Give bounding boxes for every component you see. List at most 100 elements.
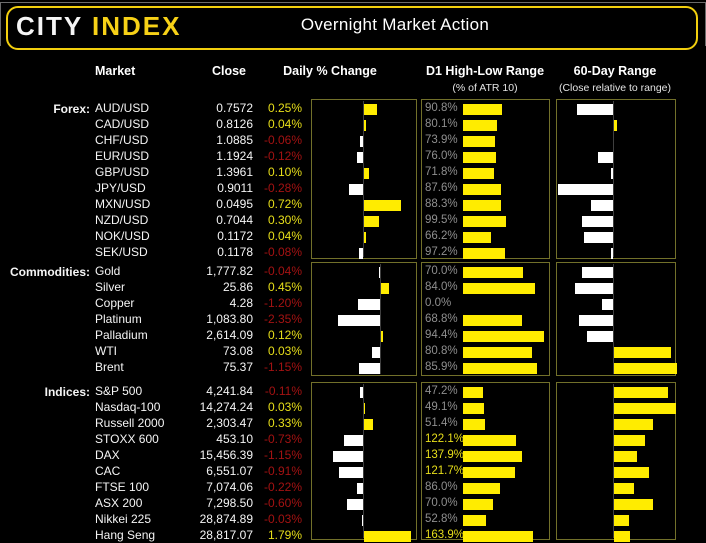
d1-range-bar <box>463 387 484 398</box>
daily-change-bar <box>364 419 373 430</box>
market-cell: Nasdaq-100 <box>95 400 161 414</box>
market-cell: S&P 500 <box>95 384 143 398</box>
d1-range-panel: 47.2% 49.1% 51.4% 122.1% 137.9% 121.7% 86.0% 70… <box>421 382 550 542</box>
table-row: Indices: S&P 500 4,241.84 -0.11% <box>0 384 311 400</box>
range60-bar <box>582 216 613 227</box>
range60-bar <box>578 315 613 326</box>
change-cell: -0.11% <box>264 384 302 398</box>
close-cell: 0.0495 <box>216 197 253 211</box>
market-cell: Platinum <box>95 312 142 326</box>
change-cell: 0.33% <box>267 416 302 430</box>
market-cell: Silver <box>95 280 126 294</box>
market-cell: WTI <box>95 344 117 358</box>
close-cell: 28,874.89 <box>199 512 253 526</box>
table-row: WTI 73.08 0.03% <box>0 344 311 360</box>
table-row: CAD/USD 0.8126 0.04% <box>0 117 311 133</box>
group-label: Commodities: <box>9 265 90 279</box>
d1-range-bar <box>463 168 494 179</box>
close-cell: 7,298.50 <box>206 496 253 510</box>
change-cell: -2.35% <box>263 312 302 326</box>
d1-range-bar <box>463 435 516 446</box>
d1-range-bar <box>463 283 536 294</box>
daily-change-bar <box>360 387 363 398</box>
close-cell: 15,456.39 <box>199 448 253 462</box>
range60-bar <box>614 363 677 374</box>
daily-change-bar <box>359 363 380 374</box>
change-cell: 0.10% <box>267 165 302 179</box>
d1-range-value: 80.1% <box>425 118 458 130</box>
close-cell: 1.0885 <box>216 133 253 147</box>
daily-change-panel <box>311 99 417 259</box>
daily-change-bar <box>378 267 380 278</box>
market-cell: NZD/USD <box>95 213 149 227</box>
table-row: SEK/USD 0.1178 -0.08% <box>0 245 311 261</box>
close-cell: 25.86 <box>222 280 253 294</box>
table-row: Nasdaq-100 14,274.24 0.03% <box>0 400 311 416</box>
d1-range-bar <box>463 451 523 462</box>
header-panel <box>6 6 698 50</box>
d1-range-value: 73.9% <box>425 134 458 146</box>
market-cell: NOK/USD <box>95 229 150 243</box>
change-cell: 0.72% <box>267 197 302 211</box>
d1-range-value: 71.8% <box>425 166 458 178</box>
daily-change-bar <box>358 248 363 259</box>
daily-change-panel <box>311 382 417 542</box>
close-cell: 6,551.07 <box>206 464 253 478</box>
d1-range-value: 70.0% <box>425 497 458 509</box>
d1-range-panel: 70.0% 84.0% 0.0% 68.8% 94.4% 80.8% 85.9% <box>421 262 550 376</box>
column-header-market: Market <box>95 64 136 78</box>
table-row: Palladium 2,614.09 0.12% <box>0 328 311 344</box>
d1-range-bar <box>463 483 500 494</box>
range60-bar <box>558 184 613 195</box>
d1-range-value: 163.9% <box>425 529 465 541</box>
market-cell: STOXX 600 <box>95 432 159 446</box>
close-cell: 75.37 <box>222 360 253 374</box>
column-subheader-60day: (Close relative to range) <box>558 82 672 94</box>
top-edge-line <box>0 2 706 3</box>
daily-change-bar <box>357 483 363 494</box>
range60-bar <box>614 531 631 542</box>
table-row: EUR/USD 1.1924 -0.12% <box>0 149 311 165</box>
table-row: Brent 75.37 -1.15% <box>0 360 311 376</box>
daily-change-bar <box>333 451 363 462</box>
d1-range-value: 66.2% <box>425 230 458 242</box>
range60-panel <box>556 262 677 376</box>
change-cell: -0.73% <box>263 432 302 446</box>
d1-range-value: 137.9% <box>425 449 465 461</box>
range60-bar <box>614 347 671 358</box>
close-cell: 0.1178 <box>217 245 253 259</box>
change-cell: 0.12% <box>267 328 302 342</box>
daily-change-bar <box>381 331 384 342</box>
close-cell: 0.7044 <box>216 213 253 227</box>
daily-change-bar <box>364 403 366 414</box>
table-row: Russell 2000 2,303.47 0.33% <box>0 416 311 432</box>
daily-change-bar <box>364 200 401 211</box>
left-edge-line <box>0 3 1 46</box>
d1-range-bar <box>463 216 506 227</box>
market-cell: Copper <box>95 296 135 310</box>
market-cell: Brent <box>95 360 124 374</box>
change-cell: -1.20% <box>263 296 302 310</box>
daily-change-panel <box>311 262 417 376</box>
d1-range-value: 88.3% <box>425 198 458 210</box>
column-header-daily: Daily % Change <box>283 64 377 78</box>
range60-panel <box>556 382 676 542</box>
range60-bar <box>614 403 676 414</box>
market-cell: SEK/USD <box>95 245 148 259</box>
close-cell: 1.3961 <box>216 165 253 179</box>
range60-bar <box>577 104 613 115</box>
range60-bar <box>591 200 613 211</box>
d1-range-value: 86.0% <box>425 481 458 493</box>
table-row: NOK/USD 0.1172 0.04% <box>0 229 311 245</box>
d1-range-value: 99.5% <box>425 214 458 226</box>
d1-range-value: 47.2% <box>425 385 458 397</box>
d1-range-bar <box>463 499 494 510</box>
range60-axis-line <box>613 101 614 257</box>
close-cell: 4,241.84 <box>206 384 253 398</box>
range60-bar <box>614 467 649 478</box>
market-cell: GBP/USD <box>95 165 150 179</box>
range60-bar <box>581 267 613 278</box>
daily-change-bar <box>339 467 363 478</box>
range60-bar <box>614 120 618 131</box>
close-cell: 7,074.06 <box>206 480 253 494</box>
